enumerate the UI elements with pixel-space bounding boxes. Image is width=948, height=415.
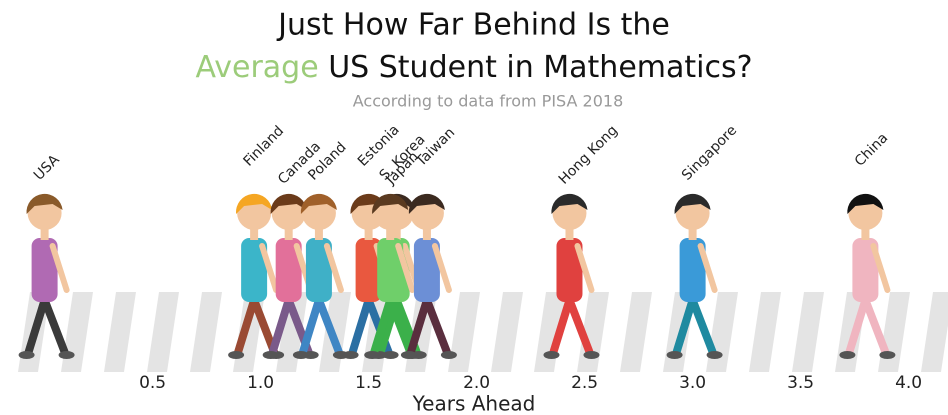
x-tick-label: 1.0 [247,373,274,393]
shoe [839,351,855,359]
country-label: Singapore [679,122,740,183]
leg [693,300,713,352]
shoe [401,351,417,359]
leg [865,300,885,352]
stripe [620,292,652,372]
shoe [543,351,559,359]
stripe [104,292,136,372]
x-axis-label: Years Ahead [412,392,536,415]
shoe [707,351,723,359]
x-tick-label: 3.0 [679,373,706,393]
stripe [448,292,480,372]
chart-subtitle: According to data from PISA 2018 [353,92,624,111]
leg [45,300,65,352]
chart: Just How Far Behind Is the Average US St… [0,0,948,415]
shoe [59,351,75,359]
stripe [706,292,738,372]
country-label: China [852,130,892,170]
shoe [583,351,599,359]
country-label: USA [31,152,63,184]
chart-title-line2: Average US Student in Mathematics? [195,50,752,85]
stripe [792,292,824,372]
x-tick-label: 0.5 [139,373,166,393]
stripe [749,292,781,372]
x-tick-label: 2.5 [571,373,598,393]
x-tick-label: 4.0 [895,373,922,393]
x-tick-label: 2.0 [463,373,490,393]
title-rest: US Student in Mathematics? [328,50,752,85]
stripe [491,292,523,372]
shoe [293,351,309,359]
shoe [667,351,683,359]
x-tick-label: 1.5 [355,373,382,393]
shoe [364,351,380,359]
shoe [343,351,359,359]
country-label: Finland [240,123,287,170]
shoe [228,351,244,359]
x-tick-label: 3.5 [787,373,814,393]
title-highlight: Average [195,50,318,85]
shoe [263,351,279,359]
shoe [441,351,457,359]
stripe [190,292,222,372]
country-label: Hong Kong [556,123,621,188]
stripe [878,292,910,372]
chart-title: Just How Far Behind Is the [276,8,670,43]
stripe [147,292,179,372]
stripe [61,292,93,372]
crosswalk [18,292,948,372]
shoe [19,351,35,359]
stripe [921,292,948,372]
shoe [879,351,895,359]
